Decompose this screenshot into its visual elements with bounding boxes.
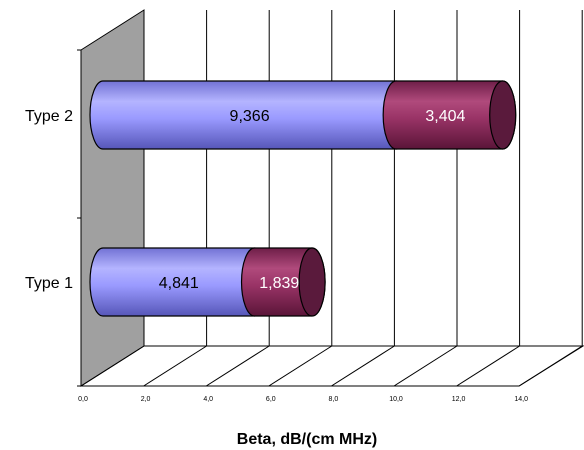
data-label: 3,404 <box>425 108 465 125</box>
gridline-floor <box>143 345 207 387</box>
bar-segment: 1,839 <box>240 247 326 317</box>
x-tick-label: 12,0 <box>452 396 466 403</box>
floor <box>81 345 584 387</box>
x-tick-label: 6,0 <box>266 396 276 403</box>
bar-segment: 9,366 <box>89 80 410 150</box>
data-label: 1,839 <box>259 275 299 292</box>
gridline-floor <box>518 345 583 387</box>
data-label: 9,366 <box>230 108 270 125</box>
gridline-floor <box>205 345 270 387</box>
gridline-floor <box>393 345 458 387</box>
bar-end-cap <box>298 247 326 317</box>
bar-segment: 4,841 <box>89 247 269 317</box>
gridline-floor <box>268 345 333 387</box>
category-labels: Type 1 Type 2 <box>25 108 73 292</box>
bar-segment: 3,404 <box>382 80 517 150</box>
x-tick-label: 10,0 <box>389 396 403 403</box>
x-tick-label: 0,0 <box>78 396 88 403</box>
x-tick-label: 14,0 <box>514 396 528 403</box>
x-tick-labels: 0,0 2,0 4,0 6,0 8,0 10,0 12,0 14,0 <box>78 396 528 403</box>
side-wall <box>80 9 145 387</box>
gridline-floor <box>331 345 395 387</box>
x-axis-label: Beta, dB/(cm MHz) <box>237 431 377 448</box>
data-label: 4,841 <box>159 275 199 292</box>
category-label: Type 2 <box>25 108 73 125</box>
gridlines <box>80 10 583 387</box>
x-tick-label: 2,0 <box>141 396 151 403</box>
gridline-floor <box>80 345 145 387</box>
x-tick-label: 8,0 <box>329 396 339 403</box>
bars: 4,841 1,839 9,366 3,404 <box>89 80 517 317</box>
bar-end-cap <box>489 80 517 150</box>
gridline-floor <box>456 345 520 387</box>
x-tick-label: 4,0 <box>203 396 213 403</box>
category-label: Type 1 <box>25 275 73 292</box>
